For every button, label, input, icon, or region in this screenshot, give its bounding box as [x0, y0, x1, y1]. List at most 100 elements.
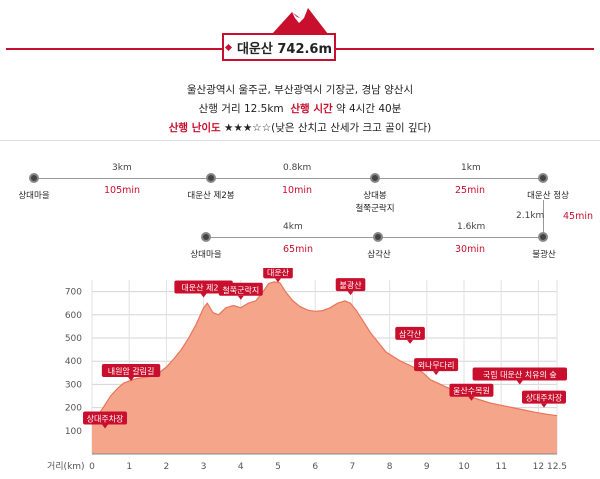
- peak-annotation: 내원암 갈림길: [101, 363, 161, 381]
- annotation-box: [414, 358, 459, 372]
- annotation-pointer: [128, 376, 135, 381]
- side-time: 45min: [563, 211, 594, 222]
- difficulty-note: (낮은 산치고 산세가 크고 골이 깊다): [271, 122, 432, 134]
- stop-label: 상대마을: [190, 250, 222, 260]
- y-tick-label: 300: [65, 380, 82, 390]
- peak-annotation: 국립 대운산 치유의 숲: [472, 367, 567, 385]
- annotation-box: [83, 411, 128, 425]
- peak-annotation: 삼각산: [395, 326, 425, 344]
- distance-text: 산행 거리 12.5km: [198, 103, 284, 115]
- stop-label: 삼각산: [367, 250, 391, 260]
- x-tick-label: 4: [238, 462, 244, 472]
- x-tick-label: 2: [164, 462, 170, 472]
- stop-label: 상대마을: [18, 191, 50, 201]
- peak-annotation: 대운산 제2봉: [174, 280, 233, 298]
- peak-annotation: 상대주차장: [83, 411, 128, 429]
- segment-distance: 1.6km: [457, 222, 486, 232]
- mountain-peak-icon: [272, 8, 328, 34]
- peak-annotation: 울산수목원: [449, 383, 494, 401]
- annotation-label: 삼각산: [399, 329, 422, 339]
- route-stop-dot: [370, 173, 380, 183]
- annotation-box: [335, 278, 366, 292]
- annotation-pointer: [347, 291, 354, 296]
- x-tick-label: 12.5: [547, 462, 567, 472]
- diamond-icon: [224, 43, 232, 51]
- difficulty-line: 산행 난이도 ★★★☆☆(낮은 산치고 산세가 크고 골이 깊다): [0, 120, 600, 135]
- segment-distance: 0.8km: [283, 163, 312, 173]
- annotation-pointer: [516, 380, 523, 385]
- annotation-label: 불광산: [339, 280, 362, 290]
- annotation-label: 대운산: [267, 268, 290, 277]
- stop-label: 대운산 정상: [527, 191, 569, 201]
- x-tick-label: 7: [350, 462, 356, 472]
- time-label: 산행 시간: [290, 103, 333, 115]
- annotation-box: [395, 326, 425, 340]
- segment-time: 10min: [282, 185, 313, 196]
- annotation-label: 상대주차장: [87, 414, 124, 424]
- segment-time: 30min: [455, 244, 486, 255]
- annotation-box: [263, 268, 293, 279]
- time-value: 약 4시간 40분: [335, 103, 402, 115]
- elevation-area: [92, 281, 557, 454]
- annotation-box: [449, 383, 494, 397]
- annotation-box: [174, 280, 233, 294]
- side-distance: 2.1km: [516, 211, 545, 221]
- mountain-title-box: 대운산 742.6m: [222, 33, 336, 61]
- route-stop-dot: [206, 173, 216, 183]
- x-tick-label: 6: [312, 462, 318, 472]
- y-tick-label: 700: [65, 288, 82, 298]
- annotation-label: 대운산 제2봉: [181, 282, 225, 292]
- annotation-label: 상대주차장: [526, 393, 563, 403]
- annotation-label: 철쭉군락지: [222, 285, 259, 295]
- route-side-line: [543, 200, 544, 236]
- stop-label: 상대봉: [363, 191, 387, 201]
- section-divider: [0, 140, 600, 141]
- x-tick-label: 5: [275, 462, 281, 472]
- stop-label: 불광산: [532, 250, 556, 260]
- annotation-pointer: [102, 424, 109, 429]
- segment-time: 65min: [283, 244, 314, 255]
- annotation-pointer: [407, 339, 414, 344]
- annotation-pointer: [468, 396, 475, 401]
- difficulty-label: 산행 난이도: [168, 122, 221, 134]
- peak-annotation: 외나무다리: [414, 358, 459, 376]
- annotation-box: [521, 390, 566, 404]
- x-tick-label: 3: [201, 462, 207, 472]
- annotation-label: 내원암 갈림길: [108, 366, 155, 376]
- y-tick-label: 600: [65, 311, 82, 321]
- x-axis-label: 거리(km): [47, 461, 85, 472]
- x-tick-label: 12: [533, 462, 544, 472]
- x-tick-label: 11: [495, 462, 506, 472]
- segment-time: 25min: [455, 185, 486, 196]
- y-tick-label: 200: [65, 404, 82, 414]
- route-top-line: [34, 178, 544, 179]
- annotation-box: [472, 367, 567, 381]
- x-tick-label: 10: [458, 462, 470, 472]
- peak-annotation: 대운산: [263, 268, 293, 283]
- x-tick-label: 8: [387, 462, 393, 472]
- y-tick-label: 400: [65, 357, 82, 367]
- annotation-label: 울산수목원: [453, 386, 490, 396]
- route-stop-dot: [373, 232, 383, 242]
- annotation-pointer: [237, 295, 244, 300]
- location-text: 울산광역시 울주군, 부산광역시 기장군, 경남 양산시: [186, 84, 414, 96]
- y-tick-label: 100: [65, 427, 82, 437]
- route-stop-dot: [538, 173, 548, 183]
- x-tick-label: 1: [126, 462, 132, 472]
- route-stop-dot: [201, 232, 211, 242]
- peak-annotation: 철쭉군락지: [218, 282, 263, 300]
- annotation-label: 외나무다리: [418, 360, 455, 370]
- segment-distance: 4km: [283, 222, 303, 232]
- annotation-pointer: [200, 293, 207, 298]
- segment-distance: 1km: [461, 163, 481, 173]
- x-tick-label: 9: [424, 462, 430, 472]
- route-stop-dot: [538, 232, 548, 242]
- annotation-pointer: [433, 371, 440, 376]
- segment-time: 105min: [104, 185, 141, 196]
- peak-annotation: 불광산: [335, 278, 366, 296]
- route-stop-dot: [29, 173, 39, 183]
- stop-sublabel: 철쭉군락지: [355, 204, 395, 214]
- x-tick-label: 0: [89, 462, 95, 472]
- segment-distance: 3km: [112, 163, 132, 173]
- page-title: 대운산 742.6m: [236, 41, 333, 57]
